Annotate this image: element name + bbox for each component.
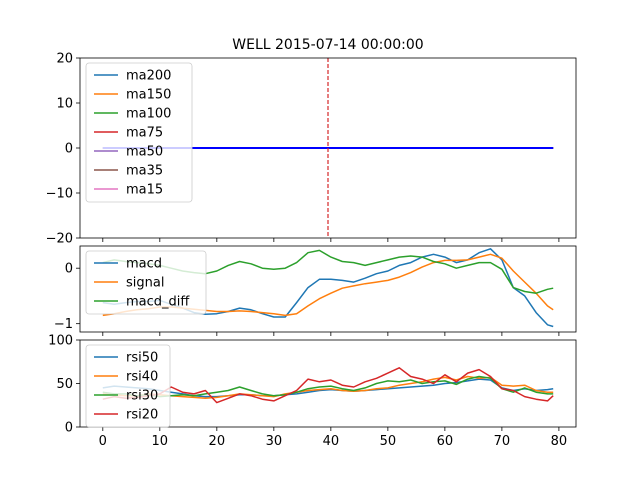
moving-average-panel: −20 −10 0 10 20 ma200 ma150 ma100 ma75 ma50 ma35 ma… (46, 52, 577, 247)
x-tick-label: 50 (380, 434, 397, 449)
x-tick-label: 0 (99, 434, 107, 449)
y-tick-label: 10 (56, 97, 73, 112)
legend-label: rsi50 (126, 351, 158, 366)
x-tick-label: 20 (209, 434, 226, 449)
axes-frame (79, 245, 577, 333)
series-line-rsi30 (102, 375, 554, 398)
x-tick-label: 30 (266, 434, 283, 449)
rsi-panel: 0 50 100 0 10 20 30 40 50 60 70 80 rsi50 rsi40 rsi30 rs… (48, 334, 577, 449)
legend-label: ma100 (126, 107, 171, 122)
legend-box (85, 250, 207, 315)
x-tick-label: 80 (551, 434, 568, 449)
legend-label: signal (126, 276, 164, 291)
x-tick-label: 10 (152, 434, 169, 449)
legend-label: ma75 (126, 126, 163, 141)
x-tick-label: 70 (494, 434, 511, 449)
x-tick-label: 60 (437, 434, 454, 449)
y-tick-label: 100 (48, 334, 73, 349)
legend-label: rsi20 (126, 408, 158, 423)
y-tick-label: −1 (54, 317, 73, 332)
legend-label: ma50 (126, 145, 163, 160)
legend-label: macd (126, 257, 162, 272)
x-tick-label: 40 (323, 434, 340, 449)
chart-title: WELL 2015-07-14 00:00:00 (232, 37, 423, 53)
legend-label: ma200 (126, 69, 171, 84)
macd-panel: −1 0 macd signal macd_diff (54, 245, 577, 336)
y-tick-label: −20 (46, 232, 73, 247)
legend-label: rsi40 (126, 370, 158, 385)
y-tick-label: 20 (56, 52, 73, 67)
y-tick-label: 0 (65, 262, 73, 277)
legend-label: ma150 (126, 88, 171, 103)
y-tick-label: 0 (65, 421, 73, 436)
legend-box (85, 344, 171, 428)
legend-box (85, 62, 193, 203)
legend-label: ma15 (126, 183, 163, 198)
legend-label: rsi30 (126, 389, 158, 404)
legend-label: macd_diff (126, 295, 190, 310)
legend-label: ma35 (126, 164, 163, 179)
y-tick-label: −10 (46, 187, 73, 202)
series-line-rsi50 (102, 378, 554, 398)
series-line-rsi40 (102, 375, 554, 400)
y-tick-label: 50 (56, 377, 73, 392)
plot-area (102, 367, 554, 404)
series-line-rsi20 (102, 367, 554, 404)
y-tick-label: 0 (65, 142, 73, 157)
